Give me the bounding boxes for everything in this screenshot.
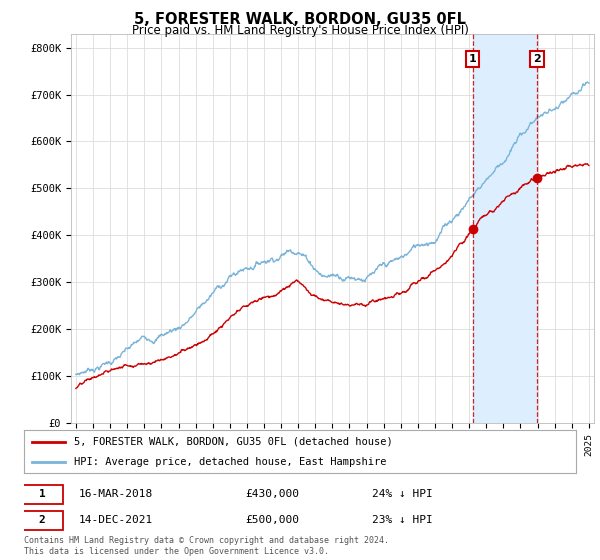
Text: 2: 2 xyxy=(533,54,541,64)
Bar xyxy=(473,34,537,423)
Text: 24% ↓ HPI: 24% ↓ HPI xyxy=(372,489,433,499)
Text: 23% ↓ HPI: 23% ↓ HPI xyxy=(372,515,433,525)
FancyBboxPatch shape xyxy=(21,511,62,530)
Text: 5, FORESTER WALK, BORDON, GU35 0FL: 5, FORESTER WALK, BORDON, GU35 0FL xyxy=(134,12,466,27)
Text: 5, FORESTER WALK, BORDON, GU35 0FL (detached house): 5, FORESTER WALK, BORDON, GU35 0FL (deta… xyxy=(74,437,392,447)
Text: 14-DEC-2021: 14-DEC-2021 xyxy=(79,515,154,525)
Text: 16-MAR-2018: 16-MAR-2018 xyxy=(79,489,154,499)
Text: Price paid vs. HM Land Registry's House Price Index (HPI): Price paid vs. HM Land Registry's House … xyxy=(131,24,469,37)
FancyBboxPatch shape xyxy=(21,485,62,504)
Text: £430,000: £430,000 xyxy=(245,489,299,499)
Text: 1: 1 xyxy=(39,489,46,499)
Text: HPI: Average price, detached house, East Hampshire: HPI: Average price, detached house, East… xyxy=(74,458,386,467)
Text: 1: 1 xyxy=(469,54,476,64)
Text: Contains HM Land Registry data © Crown copyright and database right 2024.
This d: Contains HM Land Registry data © Crown c… xyxy=(24,536,389,556)
Text: 2: 2 xyxy=(39,515,46,525)
Text: £500,000: £500,000 xyxy=(245,515,299,525)
